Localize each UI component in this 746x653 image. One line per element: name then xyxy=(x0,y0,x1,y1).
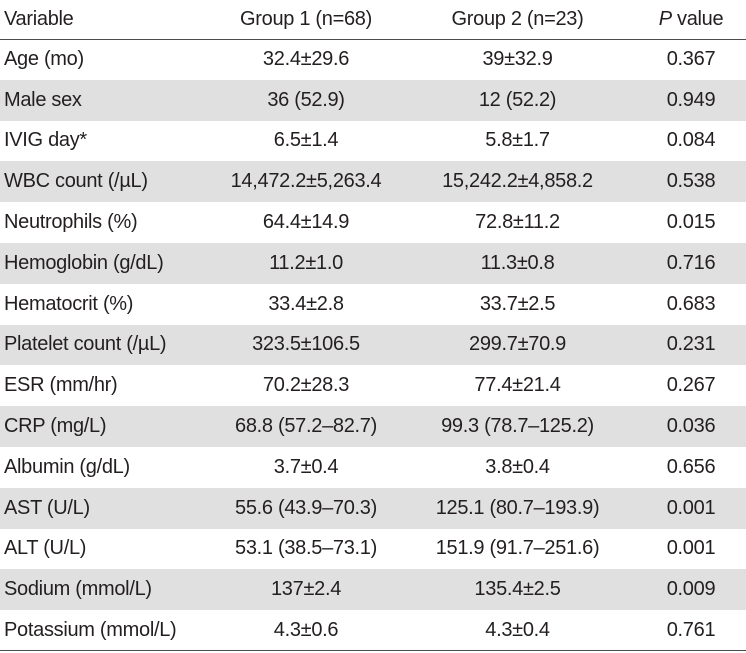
cell-group1: 33.4±2.8 xyxy=(268,292,344,315)
header-variable: Variable xyxy=(0,0,205,40)
cell-group2: 135.4±2.5 xyxy=(474,578,561,601)
header-p-value: P value xyxy=(628,0,746,40)
cell-group2: 3.8±0.4 xyxy=(485,455,550,478)
cell-group1: 70.2±28.3 xyxy=(262,374,350,397)
cell-p-value: 0.656 xyxy=(666,455,716,478)
cell-variable: ESR (mm/hr) xyxy=(4,374,118,397)
cell-group2: 12 (52.2) xyxy=(478,88,557,111)
cell-group2: 5.8±1.7 xyxy=(485,129,550,152)
cell-p-value: 0.761 xyxy=(628,610,746,652)
table-row: Potassium (mmol/L) 4.3±0.6 4.3±0.4 0.761 xyxy=(0,610,746,652)
cell-variable: Albumin (g/dL) xyxy=(4,455,130,478)
cell-p-value: 0.538 xyxy=(666,170,716,193)
cell-variable: IVIG day* xyxy=(4,129,87,152)
cell-p-value: 0.015 xyxy=(666,211,716,234)
cell-group1: 3.7±0.4 xyxy=(273,455,339,478)
cell-group1: 36 (52.9) xyxy=(267,88,345,111)
cell-group2: 151.9 (91.7–251.6) xyxy=(435,537,600,560)
cell-group2: 299.7±70.9 xyxy=(469,333,566,356)
table-row: ESR (mm/hr) 70.2±28.3 77.4±21.4 0.267 xyxy=(0,365,746,406)
cell-group1: 68.8 (57.2–82.7) xyxy=(235,415,377,438)
header-p-letter: P xyxy=(658,7,672,30)
cell-group1: 11.2±1.0 xyxy=(269,251,343,274)
cell-p-value: 0.009 xyxy=(666,578,716,601)
cell-p-value: 0.231 xyxy=(666,333,716,356)
table-row: Male sex 36 (52.9) 12 (52.2) 0.949 xyxy=(0,79,746,121)
table-row: Age (mo) 32.4±29.6 39±32.9 0.367 xyxy=(0,39,746,80)
cell-group1: 323.5±106.5 xyxy=(252,333,360,356)
table-row: WBC count (/µL) 14,472.2±5,263.4 15,242.2±… xyxy=(0,161,746,203)
cell-group1: 14,472.2±5,263.4 xyxy=(230,170,382,193)
header-p-suffix: value xyxy=(671,7,724,30)
cell-group1: 55.6 (43.9–70.3) xyxy=(235,496,377,519)
header-group1: Group 1 (n=68) xyxy=(205,0,407,40)
table-row: AST (U/L) 55.6 (43.9–70.3) 125.1 (80.7–193… xyxy=(0,487,746,529)
cell-p-value: 0.683 xyxy=(666,292,716,315)
cell-variable: ALT (U/L) xyxy=(4,537,87,560)
table-row: IVIG day* 6.5±1.4 5.8±1.7 0.084 xyxy=(0,121,746,162)
table-row: Hemoglobin (g/dL) 11.2±1.0 11.3±0.8 0.716 xyxy=(0,242,746,284)
cell-group2: 99.3 (78.7–125.2) xyxy=(441,415,594,438)
cell-group1: 137±2.4 xyxy=(270,578,342,601)
cell-group1: 6.5±1.4 xyxy=(273,129,339,152)
header-group2: Group 2 (n=23) xyxy=(407,0,628,40)
cell-variable: Male sex xyxy=(4,88,82,111)
cell-p-value: 0.716 xyxy=(666,251,716,274)
cell-p-value: 0.084 xyxy=(666,129,716,152)
table-row: Hematocrit (%) 33.4±2.8 33.7±2.5 0.683 xyxy=(0,284,746,325)
cell-variable: AST (U/L) xyxy=(4,496,90,519)
cell-group1: 4.3±0.6 xyxy=(205,610,407,652)
cell-group1: 53.1 (38.5–73.1) xyxy=(235,537,377,560)
cell-group1: 32.4±29.6 xyxy=(262,48,350,71)
table-body: Age (mo) 32.4±29.6 39±32.9 0.367 Male sex 36 … xyxy=(0,39,746,652)
cell-group2: 125.1 (80.7–193.9) xyxy=(435,496,600,519)
cell-p-value: 0.001 xyxy=(666,537,716,560)
header-row: Variable Group 1 (n=68) Group 2 (n=23) P… xyxy=(0,0,746,40)
table-row: ALT (U/L) 53.1 (38.5–73.1) 151.9 (91.7–251… xyxy=(0,529,746,570)
table-row: Platelet count (/µL) 323.5±106.5 299.7±70.… xyxy=(0,324,746,366)
cell-variable: Platelet count (/µL) xyxy=(4,333,167,356)
cell-group2: 33.7±2.5 xyxy=(479,292,556,315)
cell-variable: Sodium (mmol/L) xyxy=(4,578,152,601)
cell-group2: 15,242.2±4,858.2 xyxy=(442,170,593,193)
table-row: Albumin (g/dL) 3.7±0.4 3.8±0.4 0.656 xyxy=(0,447,746,488)
table-row: CRP (mg/L) 68.8 (57.2–82.7) 99.3 (78.7–125… xyxy=(0,406,746,447)
cell-p-value: 0.036 xyxy=(666,415,716,438)
table-row: Sodium (mmol/L) 137±2.4 135.4±2.5 0.009 xyxy=(0,569,746,611)
cell-p-value: 0.267 xyxy=(666,374,716,397)
cell-variable: WBC count (/µL) xyxy=(4,170,148,193)
cell-group2: 4.3±0.4 xyxy=(407,610,628,652)
cell-variable: Hematocrit (%) xyxy=(4,292,134,315)
cell-variable: Hemoglobin (g/dL) xyxy=(4,251,164,274)
table-header: Variable Group 1 (n=68) Group 2 (n=23) P… xyxy=(0,0,746,40)
cell-variable: CRP (mg/L) xyxy=(4,415,107,438)
cell-variable: Potassium (mmol/L) xyxy=(0,610,205,652)
cell-group1: 64.4±14.9 xyxy=(262,211,350,234)
cell-p-value: 0.001 xyxy=(666,496,716,519)
cell-variable: Age (mo) xyxy=(4,48,84,71)
cell-p-value: 0.949 xyxy=(666,88,716,111)
cell-variable: Neutrophils (%) xyxy=(4,211,138,234)
cell-p-value: 0.367 xyxy=(666,48,716,71)
cell-group2: 11.3±0.8 xyxy=(480,251,555,274)
table-row: Neutrophils (%) 64.4±14.9 72.8±11.2 0.015 xyxy=(0,202,746,243)
cell-group2: 72.8±11.2 xyxy=(475,211,560,234)
cell-group2: 39±32.9 xyxy=(482,48,553,71)
cell-group2: 77.4±21.4 xyxy=(474,374,561,397)
